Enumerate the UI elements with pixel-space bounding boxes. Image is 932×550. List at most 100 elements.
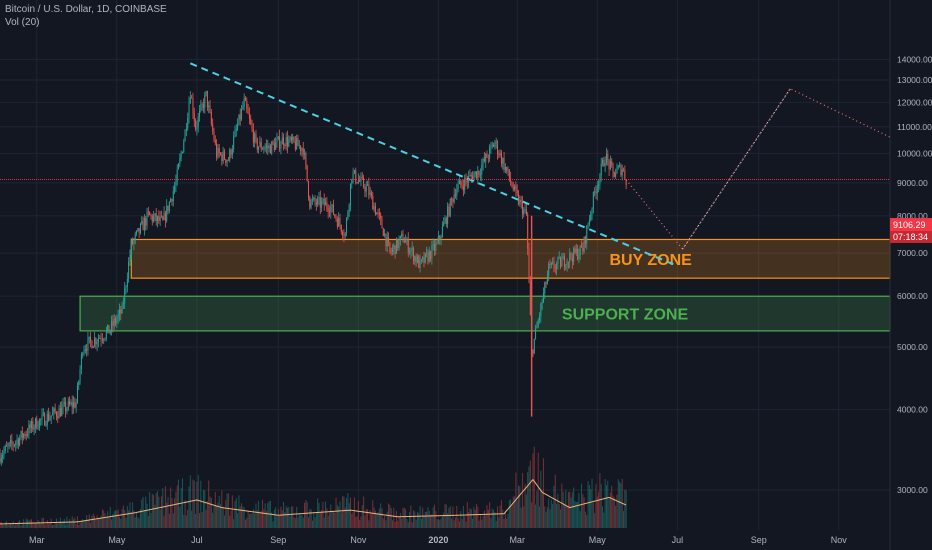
volume-bar [479,515,481,528]
volume-bar [117,509,119,528]
candle-body [466,180,468,183]
price-axis[interactable]: 3000.00 4000.00 5000.00 6000.00 7000.00 8000.… [889,0,932,550]
time-axis[interactable]: Mar May Jul Sep Nov 2020 Mar May Jul Sep Nov [29,535,847,545]
volume-bar [225,500,227,528]
candle-body [192,97,194,114]
volume-bar [12,521,14,528]
candle-body [452,199,454,202]
candle-body [70,402,72,405]
candle-body [65,402,67,412]
candle-body [565,266,567,268]
volume-bar [34,523,36,528]
candle-body [536,325,538,329]
volume-bar [279,515,281,528]
volume-bar [183,514,185,528]
volume-bar [440,518,442,528]
candle-body [351,179,353,184]
candle-body [298,145,300,147]
candle-body [338,217,340,227]
volume-bar [136,511,138,528]
candle-body [179,157,181,165]
candle-body [588,220,590,225]
candle-body [382,228,384,237]
candle-body [361,176,363,178]
volume-bar [263,509,265,528]
candle-body [87,338,89,351]
candle-body [227,160,229,161]
candle-body [518,193,520,205]
candle-body [325,202,327,206]
volume-bar [21,524,23,528]
volume-bar [243,507,245,528]
volume-bar [62,520,64,528]
candle-body [88,336,90,339]
candle-body [539,316,541,321]
volume-bar [584,511,586,528]
volume-bar [113,511,115,528]
x-tick-label: 2020 [428,535,448,545]
volume-bar [87,519,89,528]
volume-bar [294,518,296,528]
candle-body [409,251,411,253]
candle-body [566,261,568,267]
volume-bar [151,493,153,528]
candle-body [623,169,625,171]
candle-body [372,195,374,210]
candle-body [510,178,512,183]
volume-bar [158,496,160,528]
x-tick-label: May [589,535,607,545]
volume-bar [46,520,48,528]
volume-bar [168,513,170,528]
volume-bar [296,506,298,528]
volume-bar [8,524,10,528]
candle-body [301,148,303,151]
candle-body [575,249,577,253]
volume-bar [202,489,204,528]
candle-body [250,118,252,124]
volume-bar [431,514,433,528]
volume-bar [96,515,98,528]
volume-bar [346,498,348,528]
volume-bar [286,507,288,528]
candle-body [445,217,447,224]
candle-body [262,148,264,150]
candle-body [487,157,489,159]
candle-body [86,349,88,351]
candle-body [221,154,223,162]
candle-body [237,124,239,130]
candle-body [434,244,435,251]
volume-bar [122,505,124,528]
x-tick-label: Mar [29,535,45,545]
candle-body [523,209,525,215]
volume-bar [218,495,220,528]
volume-bar [53,524,55,528]
volume-bar [184,500,186,528]
volume-bar [473,506,475,528]
volume-bar [154,504,156,528]
countdown-badge-value: 07:18:34 [893,232,928,242]
candle-body [506,166,508,171]
volume-bar [374,510,376,528]
candle-body [321,201,323,208]
candle-body [490,145,492,147]
countdown-badge-box [890,231,932,243]
candle-body [604,163,606,167]
candle-body [413,248,414,262]
candle-body [42,413,44,415]
volume-bar [125,517,127,528]
volume-bar [260,511,262,528]
volume-bar [217,502,219,528]
volume-bar [200,480,202,528]
candle-body [175,181,177,187]
candle-body [234,130,236,137]
candle-body [288,140,290,147]
volume-bar [588,484,590,528]
candle-body [251,123,253,130]
candle-body [23,434,25,438]
volume-bar [336,505,338,528]
candle-body [268,145,270,149]
volume-bar [511,504,513,528]
candle-body [233,136,235,150]
volume-bar [101,509,103,528]
